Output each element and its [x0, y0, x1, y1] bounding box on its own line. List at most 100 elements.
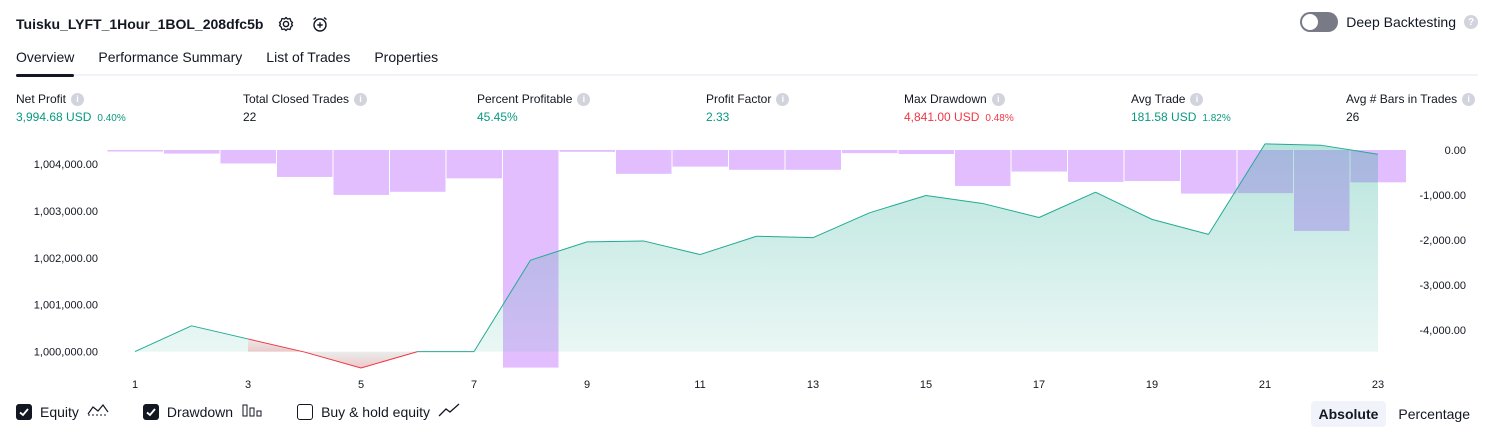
legend-drawdown[interactable]: Drawdown: [142, 402, 263, 421]
strategy-title: Tuisku_LYFT_1Hour_1BOL_208dfc5b: [16, 16, 264, 32]
equity-line-segment: [643, 240, 701, 256]
equity-line-segment: [360, 351, 418, 369]
equity-drawdown-chart[interactable]: 1,000,000.00 1,001,000.00 1,002,000.00 1,00…: [0, 140, 1494, 395]
mode-percentage-button[interactable]: Percentage: [1398, 406, 1470, 422]
info-icon[interactable]: i: [776, 92, 790, 106]
metric-profit-factor: Profit Factor i 2.33: [706, 92, 790, 124]
drawdown-axis-tick: -1,000.00: [1420, 190, 1466, 202]
metric-value: 26: [1346, 110, 1360, 124]
help-icon[interactable]: ?: [1464, 15, 1478, 29]
drawdown-bar: [1068, 150, 1124, 182]
deep-backtesting-toggle[interactable]: [1300, 12, 1339, 32]
info-icon[interactable]: i: [577, 92, 591, 106]
drawdown-bar: [1124, 150, 1180, 182]
equity-line-segment: [1095, 191, 1153, 220]
drawdown-bar: [1181, 150, 1237, 194]
x-axis-tick: 23: [1372, 379, 1384, 391]
x-axis-tick: 1: [132, 379, 138, 391]
info-icon[interactable]: i: [354, 92, 368, 106]
info-icon[interactable]: i: [991, 92, 1005, 106]
metric-avg-trade: Avg Trade i 181.58 USD 1.82%: [1131, 92, 1231, 124]
equity-line-segment: [134, 325, 192, 353]
x-axis-tick: 9: [584, 379, 590, 391]
metric-value: 2.33: [706, 110, 730, 124]
tab-overview[interactable]: Overview: [16, 46, 75, 77]
drawdown-bar: [107, 150, 163, 152]
metric-max-drawdown: Max Drawdown i 4,841.00 USD 0.48%: [904, 92, 1014, 124]
equity-line-segment: [982, 202, 1040, 218]
tab-performance-summary[interactable]: Performance Summary: [98, 49, 243, 65]
metric-percent-profitable: Percent Profitable i 45.45%: [477, 92, 591, 124]
strategy-header: Tuisku_LYFT_1Hour_1BOL_208dfc5b: [16, 10, 331, 38]
drawdown-bar: [333, 150, 389, 195]
metric-percent: 1.82%: [1202, 113, 1231, 124]
mode-absolute-button[interactable]: Absolute: [1310, 401, 1387, 427]
checkbox-buy-hold-equity[interactable]: [297, 403, 314, 420]
drawdown-bar: [672, 150, 728, 167]
metrics-row: Net Profit i 3,994.68 USD 0.40% Total Clos…: [0, 92, 1494, 132]
tab-list-of-trades[interactable]: List of Trades: [266, 49, 351, 65]
x-axis-tick: 17: [1033, 379, 1045, 391]
metric-label: Total Closed Trades: [243, 92, 350, 106]
drawdown-bar: [164, 150, 220, 154]
drawdown-bar: [220, 150, 276, 164]
drawdown-bar: [955, 150, 1011, 186]
equity-line-segment: [247, 338, 305, 353]
metric-label: Profit Factor: [706, 92, 772, 106]
metric-net-profit: Net Profit i 3,994.68 USD 0.40%: [16, 92, 126, 124]
equity-line-segment: [191, 325, 249, 340]
x-axis-tick: 11: [694, 379, 705, 391]
gear-icon[interactable]: [275, 13, 297, 35]
alarm-clock-plus-icon[interactable]: [309, 13, 331, 35]
equity-line-segment: [586, 240, 644, 243]
x-axis-tick: 7: [471, 379, 477, 391]
info-icon[interactable]: i: [71, 92, 85, 106]
equity-line-segment: [699, 235, 757, 256]
equity-line-segment: [530, 241, 588, 261]
equity-line-segment: [1321, 144, 1379, 155]
equity-axis-tick: 1,004,000.00: [34, 159, 98, 171]
checkbox-drawdown[interactable]: [142, 403, 159, 420]
drawdown-bar: [842, 150, 898, 154]
metric-label: Max Drawdown: [904, 92, 987, 106]
drawdown-bar: [559, 150, 615, 152]
equity-line-icon: [87, 402, 109, 421]
metric-label: Avg Trade: [1131, 92, 1186, 106]
drawdown-bar: [616, 150, 672, 174]
drawdown-bar: [390, 150, 446, 192]
equity-line-segment: [925, 194, 983, 204]
drawdown-bar: [277, 150, 333, 177]
toggle-knob: [1302, 14, 1319, 30]
legend-equity[interactable]: Equity: [16, 402, 109, 421]
equity-line-segment: [1208, 143, 1266, 235]
value-mode-switch: Absolute Percentage: [1310, 401, 1479, 427]
x-axis-tick: 3: [245, 379, 251, 391]
metric-value: 45.45%: [477, 110, 518, 124]
drawdown-bar: [1011, 150, 1067, 172]
info-icon[interactable]: i: [1462, 92, 1476, 106]
info-icon[interactable]: i: [1190, 92, 1204, 106]
metric-value: 181.58 USD: [1131, 110, 1197, 124]
x-axis-tick: 15: [920, 379, 932, 391]
metric-avg-bars: Avg # Bars in Trades i 26: [1346, 92, 1476, 124]
metric-total-closed-trades: Total Closed Trades i 22: [243, 92, 368, 124]
chart-legend: Equity Drawdown Buy & hold equity: [16, 402, 460, 421]
legend-label: Buy & hold equity: [321, 403, 431, 420]
buy-hold-line-icon: [438, 402, 460, 421]
drawdown-axis-tick: -2,000.00: [1420, 235, 1466, 247]
equity-line-segment: [1151, 218, 1209, 235]
equity-line-segment: [869, 194, 927, 214]
metric-label: Net Profit: [16, 92, 67, 106]
equity-line-segment: [473, 259, 531, 352]
metric-label: Avg # Bars in Trades: [1346, 92, 1458, 106]
drawdown-bar: [898, 150, 954, 155]
report-tabs: Overview Performance Summary List of Tra…: [16, 46, 1478, 77]
tab-properties[interactable]: Properties: [374, 49, 439, 65]
drawdown-axis-tick: -3,000.00: [1420, 280, 1466, 292]
checkbox-equity[interactable]: [16, 403, 32, 420]
drawdown-axis-tick: -4,000.00: [1420, 325, 1466, 337]
equity-area: [135, 143, 1378, 368]
equity-axis-tick: 1,003,000.00: [34, 206, 98, 218]
legend-buy-hold-equity[interactable]: Buy & hold equity: [297, 402, 460, 421]
metric-percent: 0.40%: [97, 113, 126, 124]
